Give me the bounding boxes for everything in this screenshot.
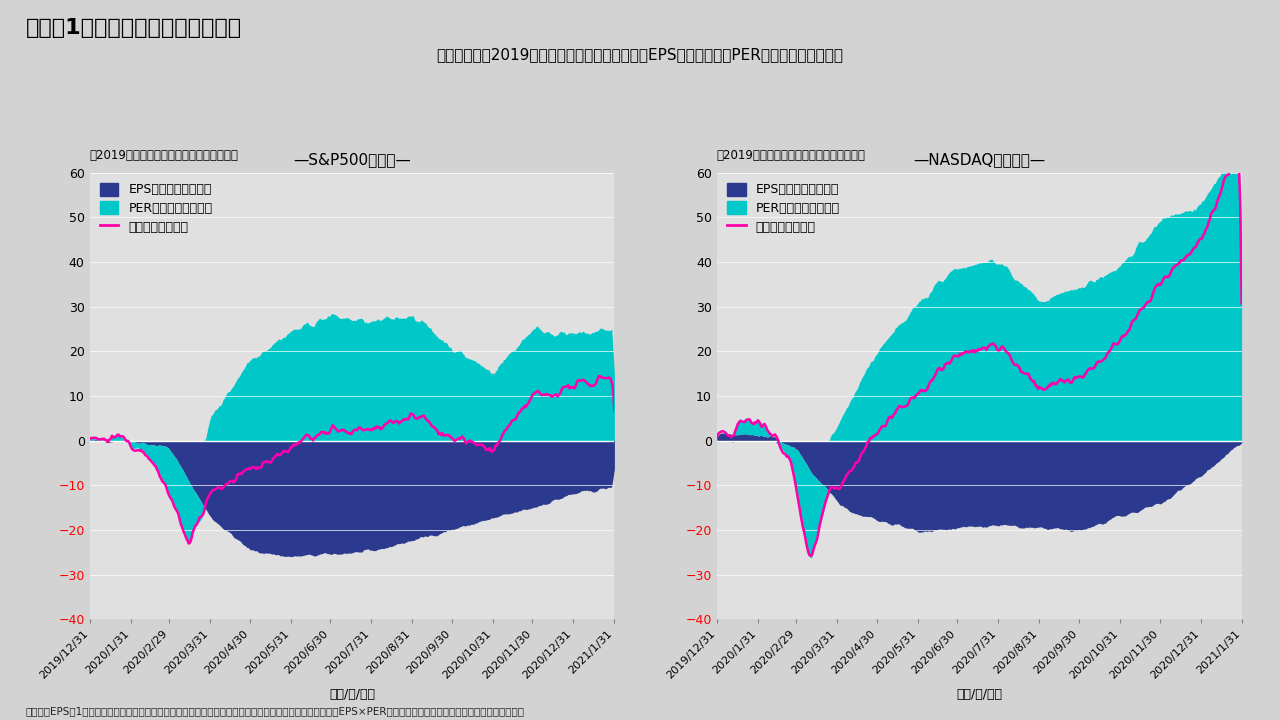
Text: （注）　EPSは1年先までの利益の予想値に基づく。ブルームバーグ調べによるボトムアップベース。株価＝EPS×PER。　（出所）ブルームバーグよりインベスコ作成: （注） EPSは1年先までの利益の予想値に基づく。ブルームバーグ調べによるボトム… <box>26 706 525 716</box>
Text: （2019年末からの累積変化率、ポイント）: （2019年末からの累積変化率、ポイント） <box>90 149 238 162</box>
Text: ＜株価指数の2019年末からの累積変化幅を予想EPS変化寄与度とPER変化寄与度に分解＞: ＜株価指数の2019年末からの累積変化幅を予想EPS変化寄与度とPER変化寄与度… <box>436 47 844 62</box>
Legend: EPSの変化による寄与, PERの変化による寄与, 指数の累積変化率: EPSの変化による寄与, PERの変化による寄与, 指数の累積変化率 <box>723 179 844 238</box>
Text: （年/月/日）: （年/月/日） <box>956 688 1002 701</box>
Legend: EPSの変化による寄与, PERの変化による寄与, 指数の累積変化率: EPSの変化による寄与, PERの変化による寄与, 指数の累積変化率 <box>96 179 216 238</box>
Title: —S&P500種指数—: —S&P500種指数— <box>293 153 411 168</box>
Text: （2019年末からの累積変化率、ポイント）: （2019年末からの累積変化率、ポイント） <box>717 149 865 162</box>
Text: （年/月/日）: （年/月/日） <box>329 688 375 701</box>
Text: （図表1）　米国株価上昇率の推移: （図表1） 米国株価上昇率の推移 <box>26 18 242 38</box>
Title: —NASDAQ総合指数—: —NASDAQ総合指数— <box>913 153 1046 168</box>
